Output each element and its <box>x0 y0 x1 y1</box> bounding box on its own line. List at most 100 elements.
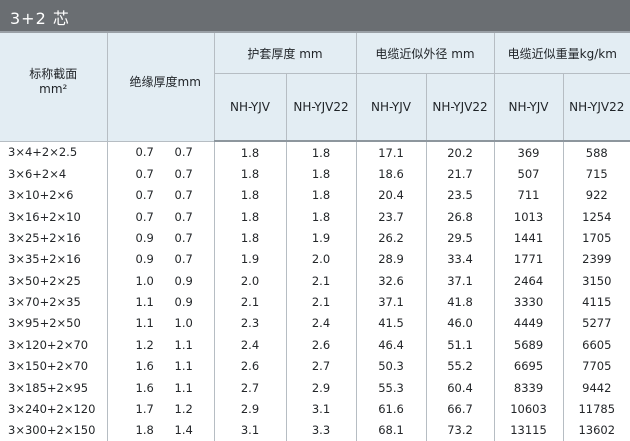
header-sheath: 护套厚度 mm <box>214 33 357 74</box>
cell-diameter-nh-yjv22: 23.5 <box>426 184 495 207</box>
table-row: 3×4+2×2.5 0.7 0.7 1.8 1.8 17.1 20.2 369 588 <box>0 141 630 164</box>
table-row: 3×150+2×70 1.6 1.1 2.6 2.7 50.3 55.2 6695 7705 <box>0 355 630 377</box>
cell-weight-nh-yjv: 6695 <box>494 355 564 377</box>
cell-insulation-phase: 1.6 <box>135 359 154 374</box>
cell-diameter-nh-yjv: 26.2 <box>356 227 427 249</box>
cell-sheath-nh-yjv: 2.0 <box>214 270 287 292</box>
cell-sheath-nh-yjv22: 1.8 <box>286 141 357 164</box>
cable-spec-table: 标称截面 mm² 绝缘厚度mm 护套厚度 mm 电缆近似外径 mm 电缆近似重量… <box>0 33 630 441</box>
cell-diameter-nh-yjv: 17.1 <box>356 141 427 164</box>
cell-sheath-nh-yjv: 2.3 <box>214 312 287 335</box>
cell-diameter-nh-yjv22: 73.2 <box>426 419 495 441</box>
cell-sheath-nh-yjv22: 2.7 <box>286 355 357 377</box>
cell-sheath-nh-yjv: 1.8 <box>214 184 287 207</box>
cell-insulation: 1.7 1.2 <box>107 398 215 420</box>
cell-sheath-nh-yjv: 1.8 <box>214 227 287 249</box>
cell-weight-nh-yjv: 1771 <box>494 248 564 271</box>
subheader-sheath-nh-yjv: NH-YJV <box>214 73 287 142</box>
cell-insulation-phase: 0.9 <box>135 252 154 267</box>
cell-weight-nh-yjv22: 1705 <box>582 231 612 246</box>
subheader-diameter-nh-yjv: NH-YJV <box>356 73 427 142</box>
cell-cross-section: 3×120+2×70 <box>0 334 108 356</box>
cell-diameter-nh-yjv22: 46.0 <box>426 312 495 335</box>
header-cross-section: 标称截面 mm² <box>0 33 108 142</box>
cell-sheath-nh-yjv22: 3.3 <box>286 419 357 441</box>
cell-insulation: 0.7 0.7 <box>107 141 215 164</box>
cell-sheath-nh-yjv: 2.6 <box>214 355 287 377</box>
cell-insulation-neutral: 0.7 <box>174 231 193 246</box>
table-row: 3×70+2×35 1.1 0.9 2.1 2.1 37.1 41.8 3330 4115 <box>0 291 630 313</box>
cell-cross-section: 3×240+2×120 <box>0 398 108 420</box>
cell-weight-nh-yjv22: 4115 <box>582 295 612 310</box>
cell-insulation-phase: 1.0 <box>135 273 154 288</box>
cell-diameter-nh-yjv: 20.4 <box>356 184 427 207</box>
cell-diameter-nh-yjv: 50.3 <box>356 355 427 377</box>
cell-sheath-nh-yjv: 2.7 <box>214 376 287 399</box>
cell-diameter-nh-yjv22: 29.5 <box>426 227 495 249</box>
cell-diameter-nh-yjv: 68.1 <box>356 419 427 441</box>
cell-diameter-nh-yjv22: 21.7 <box>426 163 495 185</box>
cell-sheath-nh-yjv: 1.9 <box>214 248 287 271</box>
cell-insulation: 1.6 1.1 <box>107 355 215 377</box>
cell-sheath-nh-yjv: 3.1 <box>214 419 287 441</box>
cell-insulation-phase: 1.6 <box>135 380 154 395</box>
cell-insulation: 0.7 0.7 <box>107 184 215 207</box>
cell-insulation-neutral: 0.7 <box>174 209 193 224</box>
cell-insulation: 0.9 0.7 <box>107 248 215 271</box>
table-row: 3×10+2×6 0.7 0.7 1.8 1.8 20.4 23.5 711 922 <box>0 184 630 207</box>
table-row: 3×240+2×120 1.7 1.2 2.9 3.1 61.6 66.7 10603 1178… <box>0 398 630 420</box>
cell-cross-section: 3×4+2×2.5 <box>0 141 108 164</box>
cell-insulation: 1.0 0.9 <box>107 270 215 292</box>
header-diameter: 电缆近似外径 mm <box>356 33 495 74</box>
cell-weight-nh-yjv22: 3150 <box>582 273 612 288</box>
cell-weight-nh-yjv: 3330 <box>494 291 564 313</box>
cell-diameter-nh-yjv22: 60.4 <box>426 376 495 399</box>
cell-cross-section: 3×70+2×35 <box>0 291 108 313</box>
table-row: 3×120+2×70 1.2 1.1 2.4 2.6 46.4 51.1 5689 6605 <box>0 334 630 356</box>
cell-sheath-nh-yjv22: 1.8 <box>286 206 357 228</box>
cell-weight-nh-yjv22: 715 <box>585 167 608 182</box>
cell-diameter-nh-yjv: 46.4 <box>356 334 427 356</box>
cell-insulation-phase: 0.7 <box>135 209 154 224</box>
cell-insulation-neutral: 0.9 <box>174 295 193 310</box>
cell-sheath-nh-yjv: 1.8 <box>214 163 287 185</box>
cell-sheath-nh-yjv22: 2.1 <box>286 291 357 313</box>
cell-sheath-nh-yjv22: 2.6 <box>286 334 357 356</box>
cell-diameter-nh-yjv: 41.5 <box>356 312 427 335</box>
table-row: 3×6+2×4 0.7 0.7 1.8 1.8 18.6 21.7 507 715 <box>0 163 630 185</box>
cell-sheath-nh-yjv22: 3.1 <box>286 398 357 420</box>
cell-diameter-nh-yjv22: 26.8 <box>426 206 495 228</box>
cell-weight-nh-yjv: 1441 <box>494 227 564 249</box>
cell-weight-nh-yjv: 369 <box>494 141 564 164</box>
title-bar: 3+2 芯 <box>0 0 630 33</box>
cell-cross-section: 3×10+2×6 <box>0 184 108 207</box>
cell-sheath-nh-yjv: 2.1 <box>214 291 287 313</box>
cell-sheath-nh-yjv22: 2.9 <box>286 376 357 399</box>
subheader-weight-nh-yjv22: NH-YJV22 <box>563 73 630 142</box>
cell-insulation: 0.7 0.7 <box>107 163 215 185</box>
cell-diameter-nh-yjv22: 51.1 <box>426 334 495 356</box>
cell-insulation-neutral: 0.7 <box>174 167 193 182</box>
cell-insulation: 1.8 1.4 <box>107 419 215 441</box>
header-weight: 电缆近似重量kg/km <box>494 33 630 74</box>
table-row: 3×16+2×10 0.7 0.7 1.8 1.8 23.7 26.8 1013 1254 <box>0 206 630 228</box>
cell-diameter-nh-yjv: 55.3 <box>356 376 427 399</box>
cell-insulation-neutral: 1.1 <box>174 380 193 395</box>
cell-diameter-nh-yjv: 61.6 <box>356 398 427 420</box>
cell-weight-nh-yjv22: 2399 <box>582 252 612 267</box>
cell-insulation-phase: 0.9 <box>135 231 154 246</box>
cell-insulation-phase: 1.1 <box>135 316 154 331</box>
cell-weight-nh-yjv: 13115 <box>494 419 564 441</box>
cell-insulation-neutral: 0.9 <box>174 273 193 288</box>
cell-weight-nh-yjv22: 13602 <box>578 423 616 438</box>
subheader-weight-nh-yjv: NH-YJV <box>494 73 564 142</box>
cell-weight-nh-yjv22: 9442 <box>582 380 612 395</box>
cell-cross-section: 3×95+2×50 <box>0 312 108 335</box>
cell-sheath-nh-yjv: 1.8 <box>214 141 287 164</box>
cell-insulation-neutral: 0.7 <box>174 188 193 203</box>
cell-weight-nh-yjv: 711 <box>494 184 564 207</box>
cell-weight-nh-yjv: 1013 <box>494 206 564 228</box>
cell-diameter-nh-yjv22: 66.7 <box>426 398 495 420</box>
cell-insulation-phase: 1.8 <box>135 423 154 438</box>
